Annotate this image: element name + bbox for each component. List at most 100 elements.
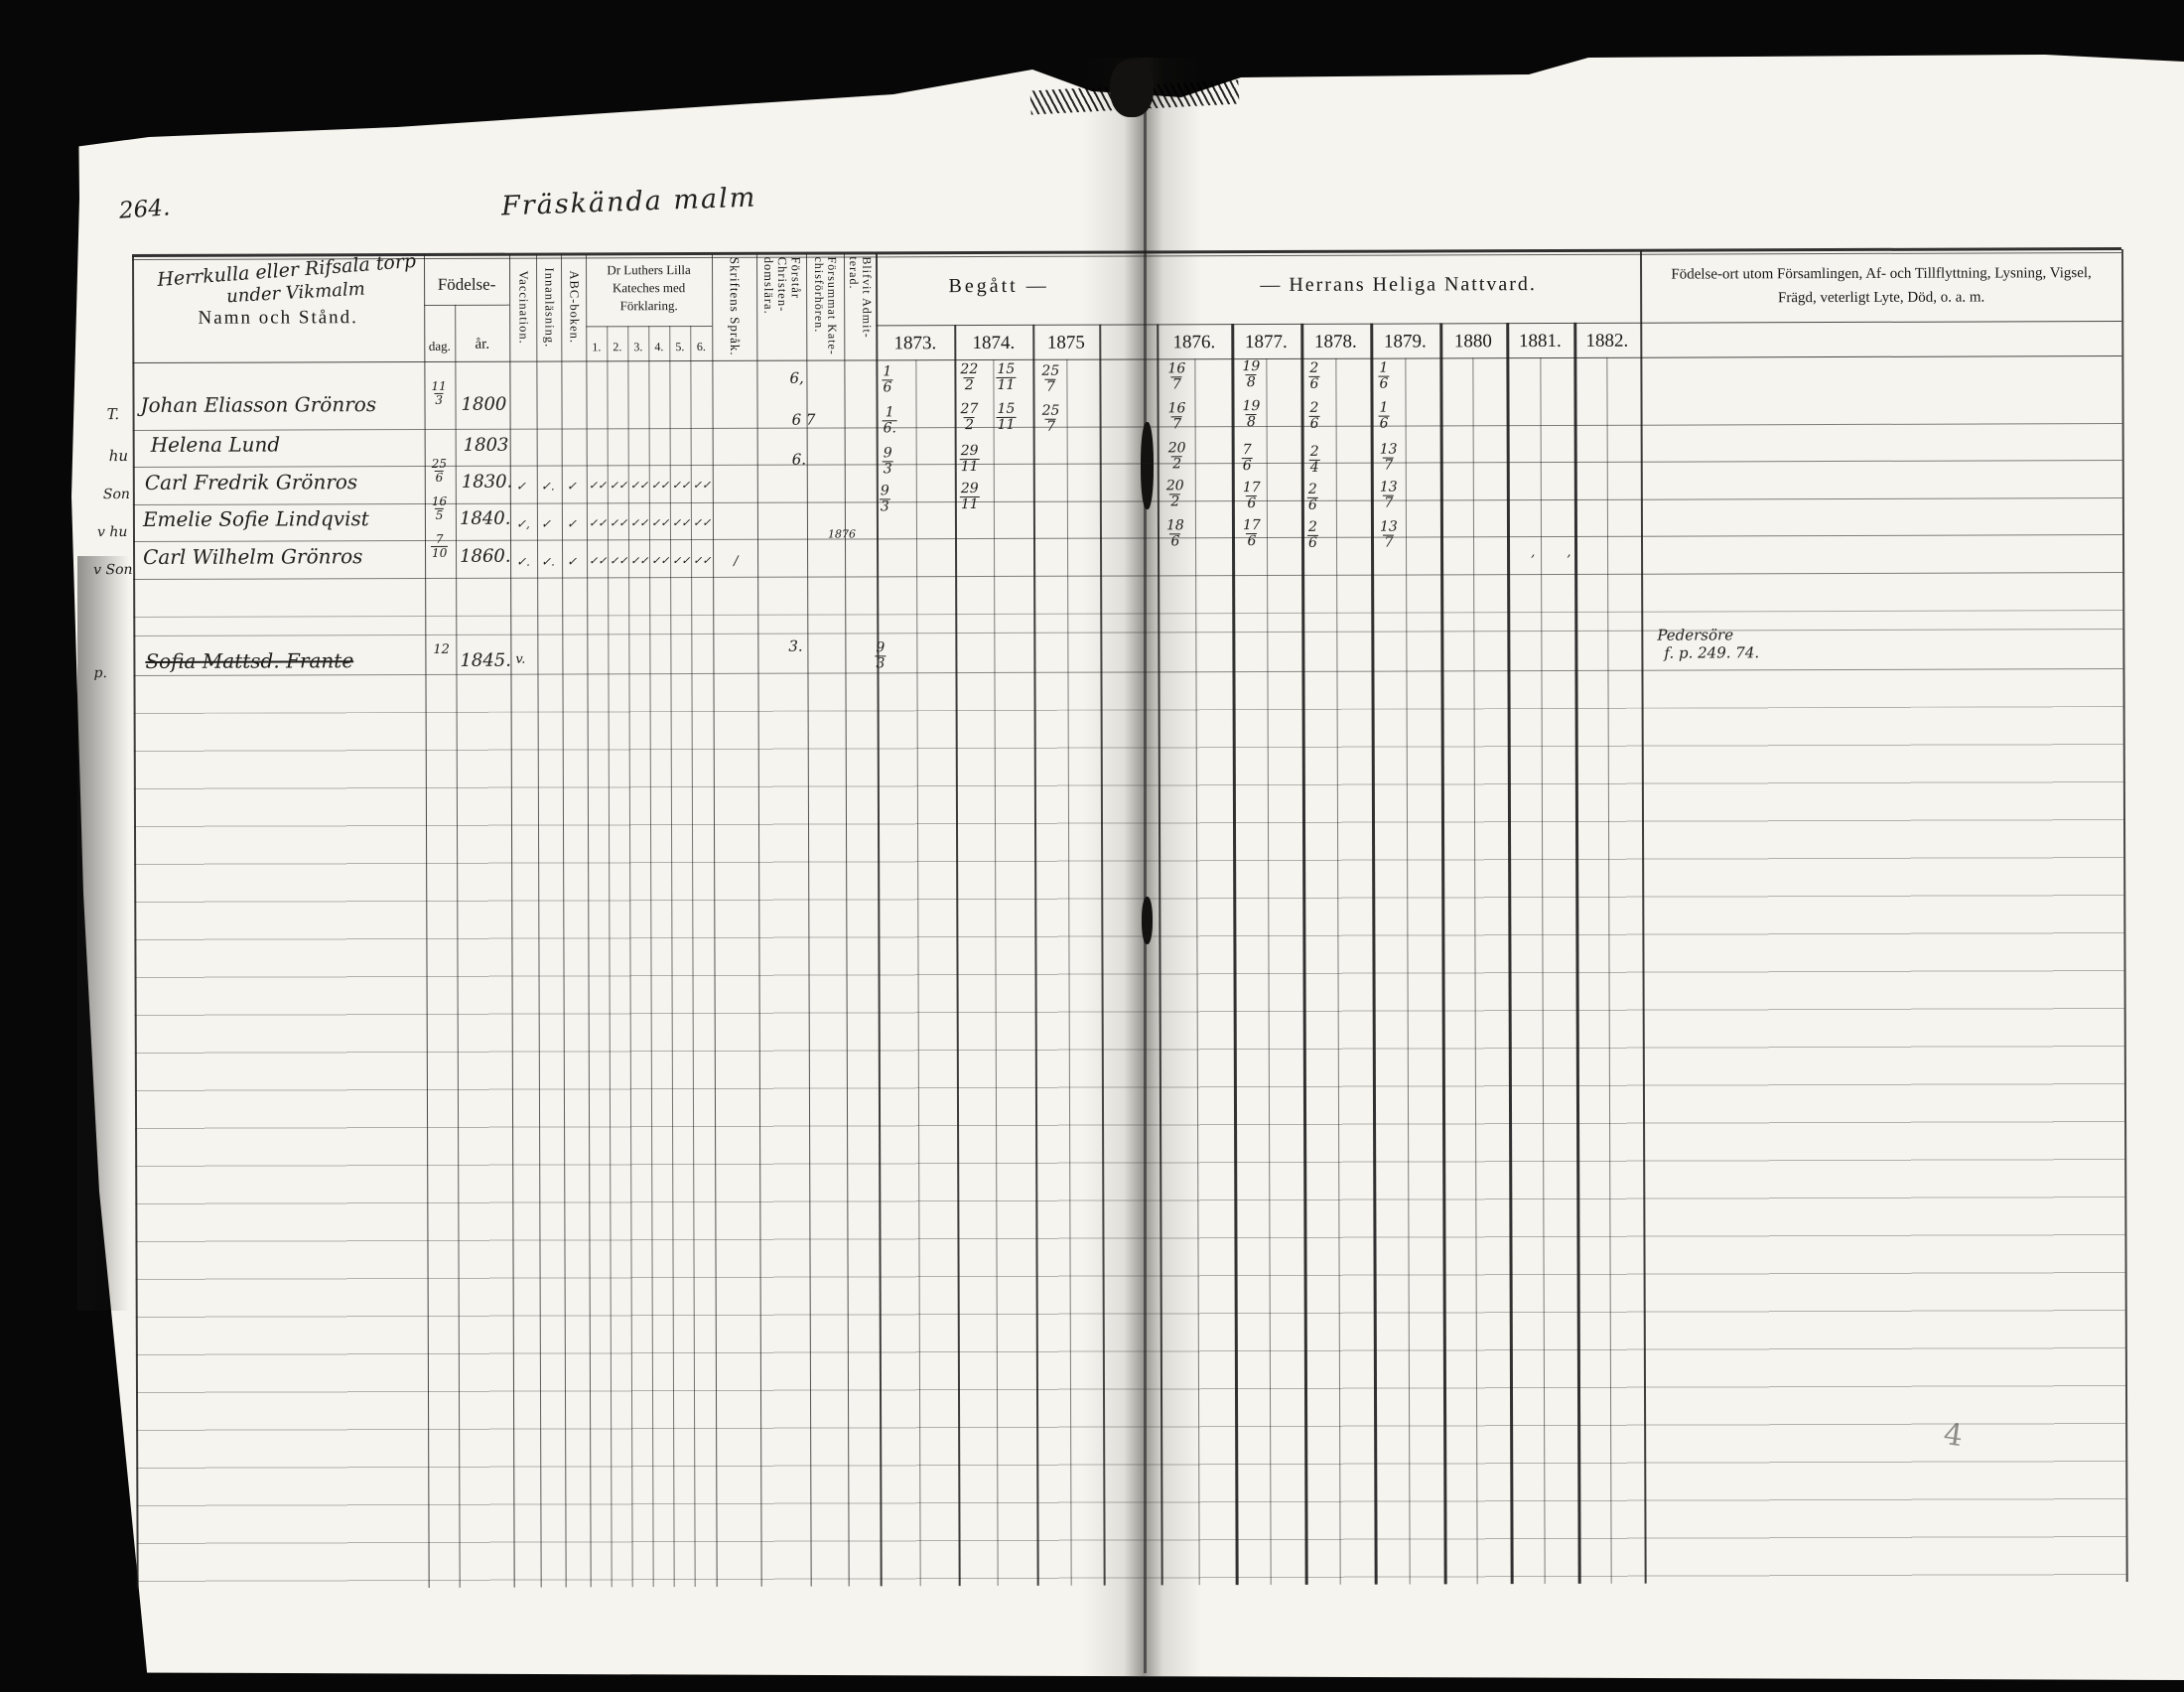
mark-1881: , , bbox=[1531, 544, 1585, 561]
person-name: Johan Eliasson Grönros bbox=[140, 392, 377, 417]
birth-split bbox=[424, 304, 510, 306]
communion-date-1876: 18 6 bbox=[1165, 517, 1184, 550]
catechism-mark: ✓✓ bbox=[650, 479, 670, 493]
catechism-mark: ✓✓ bbox=[588, 479, 608, 493]
row-prefix: Son bbox=[102, 487, 130, 503]
person-name: Helena Lund bbox=[150, 432, 281, 457]
year-label: 1879. bbox=[1383, 331, 1427, 352]
communion-date-1877: 19 8 bbox=[1242, 358, 1261, 391]
catechism-mark: ✓✓ bbox=[672, 554, 691, 568]
communion-date-1874b: 15 11 bbox=[996, 360, 1017, 393]
catechism-mark: ✓✓ bbox=[609, 516, 628, 530]
catechism-col-1: 1. bbox=[592, 340, 602, 354]
understands-mark: 6, bbox=[789, 368, 804, 387]
reading-mark: ✓ bbox=[540, 516, 552, 531]
years-band-top bbox=[876, 321, 2122, 327]
catechism-mark: ✓✓ bbox=[589, 554, 608, 568]
abc-book-header: ABC-boken. bbox=[567, 270, 582, 345]
page-edge-shadow bbox=[77, 556, 129, 1311]
communion-date-1879: 13 7 bbox=[1379, 441, 1398, 474]
catechism-header-line1: Dr Luthers Lilla bbox=[607, 262, 691, 278]
row-prefix: v hu bbox=[96, 524, 128, 541]
communion-date-1874: 22 2 bbox=[960, 361, 979, 394]
catechism-col-2: 2. bbox=[613, 340, 622, 354]
admitted-header: Blifvit Admit- terad. bbox=[847, 256, 875, 339]
birth-year: 1860. bbox=[460, 545, 511, 567]
birth-day: 7 10 bbox=[431, 531, 449, 560]
row-prefix: T. bbox=[106, 405, 120, 424]
row-line bbox=[133, 610, 2123, 618]
catechism-mark: ✓✓ bbox=[629, 516, 649, 530]
year-label: 1881. bbox=[1518, 330, 1562, 352]
row-prefix: v Son bbox=[93, 562, 133, 579]
communion-date-1876: 16 7 bbox=[1167, 360, 1186, 393]
birth-day-header: dag. bbox=[428, 338, 451, 353]
margin-note-line2: f. p. 249. 74. bbox=[1664, 643, 1760, 662]
catechism-header-line3: Förklaring. bbox=[619, 298, 678, 314]
ink-blob bbox=[1110, 60, 1154, 117]
abc-mark: ✓ bbox=[566, 479, 577, 494]
communion-header-right: — Herrans Heliga Nattvard. bbox=[1260, 273, 1537, 297]
communion-date-1879: 13 7 bbox=[1379, 479, 1398, 511]
year-label: 1875 bbox=[1046, 332, 1085, 353]
vaccination-header: Vaccination. bbox=[516, 270, 531, 345]
abc-mark: ✓ bbox=[566, 516, 578, 531]
catechism-mark: ✓✓ bbox=[651, 554, 670, 568]
year-label: 1882. bbox=[1585, 330, 1629, 352]
understands-mark: 3. bbox=[788, 636, 803, 655]
ruled-lines bbox=[133, 706, 2126, 1591]
ink-blob bbox=[1142, 897, 1153, 944]
person-name: Emelie Sofie Lindqvist bbox=[142, 506, 369, 531]
row-line bbox=[132, 423, 2122, 431]
understands-mark: 6 7 bbox=[791, 410, 816, 429]
book-page bbox=[40, 20, 2184, 1680]
ledger-table: Herrkulla eller Rifsala torp under Vikma… bbox=[93, 247, 2128, 1646]
person-name: Sofia Mattsd. Frante bbox=[145, 648, 354, 673]
person-name: Carl Fredrik Grönros bbox=[144, 470, 358, 494]
missed-exam-year: 1876 bbox=[827, 527, 857, 541]
row-prefix: hu bbox=[108, 447, 129, 466]
year-label: 1878. bbox=[1313, 331, 1357, 352]
reading-header: Innanläsning. bbox=[542, 267, 557, 348]
catechism-mark: ✓✓ bbox=[609, 479, 628, 493]
vaccination-mark: ✓, bbox=[515, 516, 530, 531]
birth-day: 16 5 bbox=[431, 494, 448, 522]
row-line bbox=[133, 629, 2123, 636]
row-line bbox=[133, 572, 2123, 580]
communion-date-1876: 16 7 bbox=[1167, 400, 1186, 433]
name-column-header: Namn och Stånd. bbox=[198, 307, 358, 329]
birth-year: 1800 bbox=[461, 393, 507, 415]
birth-year: 1840. bbox=[459, 507, 511, 529]
margin-note-line1: Pedersöre bbox=[1657, 626, 1734, 644]
row-prefix: p. bbox=[93, 665, 107, 682]
birth-year: 1830. bbox=[461, 471, 513, 493]
catechism-col-4: 4. bbox=[654, 340, 664, 354]
birth-year: 1803 bbox=[463, 434, 509, 456]
header-bottom bbox=[132, 355, 2122, 363]
birth-day: 25 6 bbox=[431, 456, 448, 485]
vaccination-mark: ✓ bbox=[515, 479, 526, 494]
catechism-mark: ✓✓ bbox=[629, 479, 649, 493]
row-line bbox=[133, 668, 2123, 676]
communion-date-1874: 27 2 bbox=[960, 401, 979, 434]
year-label: 1874. bbox=[972, 332, 1016, 354]
scripture-mark: / bbox=[734, 553, 739, 569]
ink-blob bbox=[1141, 422, 1154, 509]
communion-date-1875: 25 7 bbox=[1041, 402, 1060, 435]
missed-exams-header: Försummat Kate- chisförhören. bbox=[812, 256, 840, 355]
catechism-mark: ✓✓ bbox=[588, 516, 608, 530]
year-label: 1876. bbox=[1172, 332, 1216, 353]
catechism-mark: ✓✓ bbox=[671, 516, 691, 530]
communion-date-1877: 19 8 bbox=[1242, 398, 1261, 431]
reading-mark: ✓. bbox=[541, 554, 555, 569]
birth-year: 1845. bbox=[460, 649, 511, 671]
communion-date-1875: 25 7 bbox=[1041, 362, 1060, 395]
understands-mark: 6. bbox=[791, 450, 807, 469]
